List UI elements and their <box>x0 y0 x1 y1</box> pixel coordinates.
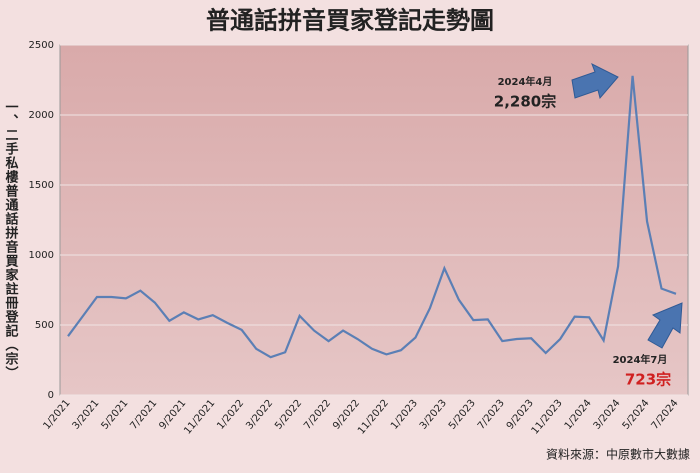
y-tick-label: 2000 <box>29 110 54 121</box>
y-tick-label: 2500 <box>29 40 54 51</box>
arrow <box>571 62 619 100</box>
y-tick-label: 1500 <box>29 180 54 191</box>
y-tick-label: 1000 <box>29 250 54 261</box>
annotation-date: 2024年4月 <box>498 75 553 88</box>
arrow <box>647 302 683 349</box>
annotation-date: 2024年7月 <box>613 353 668 366</box>
annotation-value: 2,280宗 <box>494 93 556 111</box>
y-axis-label: 一、二手私樓普通話拼音買家註冊登記（宗） <box>3 100 20 380</box>
y-tick-label: 0 <box>48 390 54 401</box>
chart-title: 普通話拼音買家登記走勢圖 <box>206 6 494 35</box>
plot-area <box>59 44 689 396</box>
source: 資料來源：中原數市大數據 <box>546 447 690 462</box>
line <box>67 75 677 359</box>
annotation-value: 723宗 <box>625 371 671 389</box>
y-tick-label: 500 <box>35 320 54 331</box>
